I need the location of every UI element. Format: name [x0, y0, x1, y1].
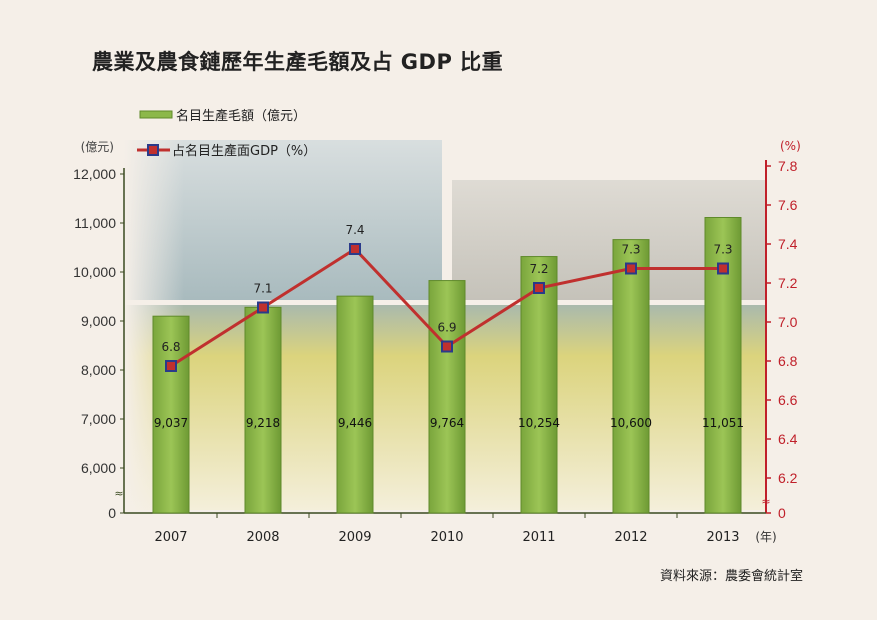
bar-data-label: 10,254: [518, 416, 560, 430]
legend-line-marker: [147, 144, 159, 156]
bar-data-label: 9,218: [246, 416, 280, 430]
bar-data-label: 10,600: [610, 416, 652, 430]
x-tick-label: 2009: [338, 530, 371, 545]
x-tick-label: 2013: [706, 530, 739, 545]
left-tick-label: 6,000: [81, 460, 116, 476]
line-marker-2008: [257, 301, 269, 314]
legend-bar-swatch: [139, 110, 173, 119]
right-tick-label: 6.6: [778, 392, 798, 408]
line-data-label: 6.9: [437, 321, 456, 335]
x-tick-label: 2008: [246, 530, 279, 545]
right-tick-label: 6.8: [778, 353, 798, 369]
bar-data-label: 9,446: [338, 416, 372, 430]
left-tick-label: 10,000: [73, 264, 116, 280]
left-axis-unit: (億元): [81, 140, 114, 154]
bar-data-label: 11,051: [702, 416, 744, 430]
line-marker-2007: [165, 360, 177, 372]
line-marker-2012: [625, 262, 637, 275]
legend-line-label: 占名目生產面GDP（%）: [172, 143, 316, 159]
right-tick-label: 7.6: [778, 197, 798, 213]
bar-2012: [612, 239, 650, 514]
left-tick-label: 8,000: [81, 362, 116, 378]
right-tick-label: 7.4: [778, 236, 798, 252]
bar-2011: [520, 256, 558, 514]
bar-2007: [152, 315, 190, 514]
line-data-label: 7.2: [529, 262, 548, 276]
line-marker-2011: [533, 282, 545, 294]
right-tick-label: 0: [778, 505, 786, 521]
left-tick-label: 7,000: [81, 411, 116, 427]
right-tick-label: 6.2: [778, 470, 798, 486]
legend-bar-label: 名目生產毛額（億元）: [176, 108, 306, 124]
line-marker-2009: [349, 243, 361, 255]
source-note: 資料來源：農委會統計室: [660, 569, 804, 584]
bar-data-label: 9,764: [430, 416, 464, 430]
bar-2013: [704, 217, 742, 514]
line-marker-2010: [441, 340, 453, 353]
line-data-label: 6.8: [161, 340, 180, 354]
right-tick-label: 6.4: [778, 431, 798, 447]
line-marker-2013: [717, 262, 729, 275]
x-tick-label: 2012: [614, 530, 647, 545]
left-tick-label: 12,000: [73, 166, 116, 182]
bar-2009: [336, 295, 374, 514]
x-axis-unit: (年): [755, 530, 776, 544]
chart-title: 農業及農食鏈歷年生產毛額及占 GDP 比重: [92, 50, 504, 74]
x-tick-label: 2007: [154, 530, 187, 545]
line-data-label: 7.3: [621, 243, 640, 257]
right-axis-unit: (%): [780, 139, 801, 153]
right-tick-label: 7.0: [778, 314, 798, 330]
left-tick-label: 9,000: [81, 313, 116, 329]
x-tick-label: 2011: [522, 530, 555, 545]
right-tick-label: 7.2: [778, 275, 798, 291]
axis-break-icon: ≈: [114, 487, 123, 500]
x-tick-label: 2010: [430, 530, 463, 545]
right-tick-label: 7.8: [778, 158, 798, 174]
line-data-label: 7.1: [253, 282, 272, 296]
line-data-label: 7.4: [345, 223, 364, 237]
bar-2008: [244, 306, 282, 514]
bar-data-label: 9,037: [154, 416, 188, 430]
line-data-label: 7.3: [713, 243, 732, 257]
left-tick-label: 0: [108, 505, 116, 521]
bar-2010: [428, 280, 466, 514]
left-tick-label: 11,000: [74, 215, 116, 231]
axis-break-icon: ≈: [761, 495, 770, 508]
